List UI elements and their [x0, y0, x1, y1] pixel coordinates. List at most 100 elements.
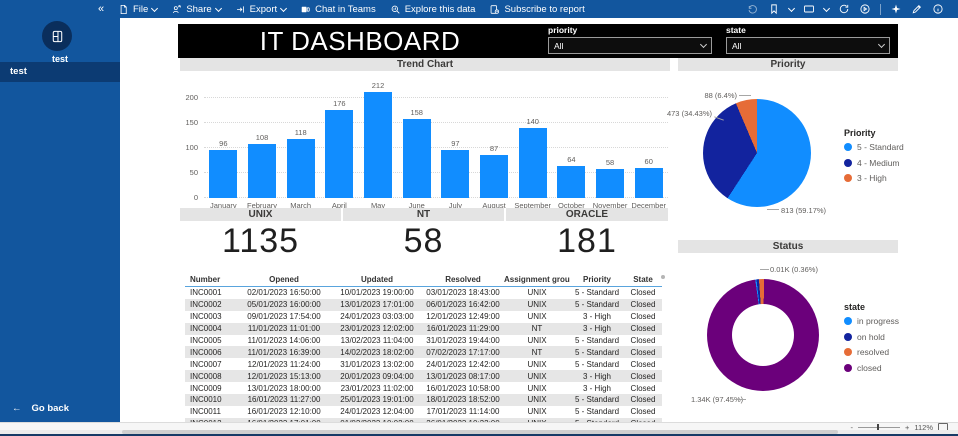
table-cell: 13/01/2023 17:01:00: [340, 300, 414, 310]
table-row[interactable]: INC001216/01/2023 17:01:0001/02/2023 10:…: [185, 417, 662, 422]
table-row[interactable]: INC0006 11/01/2023 16:39:00 14/02/2023 18:…: [185, 346, 662, 359]
x-axis-label: April: [331, 201, 347, 210]
x-axis-label: July: [448, 201, 463, 210]
status-legend: state in progress on hold resolved closed: [844, 302, 954, 378]
column-header[interactable]: Updated: [332, 272, 422, 287]
menu-export[interactable]: Export: [235, 4, 288, 15]
collapse-pane-icon[interactable]: «: [98, 3, 105, 15]
chevron-down-icon: [280, 4, 288, 12]
priority-dropdown-value: All: [554, 40, 564, 51]
chevron-down-icon[interactable]: [787, 4, 796, 12]
legend-dot: [844, 332, 852, 341]
card-value-nt: 58: [403, 222, 444, 260]
table-row[interactable]: INC0003 09/01/2023 17:54:00 24/01/2023 03:…: [185, 311, 662, 323]
table-row[interactable]: INC0009 13/01/2023 18:00:00 23/01/2023 11:…: [185, 382, 662, 394]
sidebar: test test ← Go back: [0, 18, 120, 422]
bar[interactable]: [596, 169, 625, 198]
column-header[interactable]: State: [624, 272, 662, 287]
status-donut-chart[interactable]: [707, 279, 819, 391]
bar[interactable]: [402, 119, 431, 198]
bar-column: 58 November: [591, 70, 630, 210]
edit-icon[interactable]: [911, 3, 923, 15]
menu-file[interactable]: File: [118, 4, 159, 15]
column-header[interactable]: Priority: [570, 272, 624, 287]
bar[interactable]: [441, 149, 470, 198]
chevron-down-icon[interactable]: [822, 4, 831, 12]
copilot-icon[interactable]: [890, 3, 902, 15]
table-row[interactable]: INC0001 02/01/2023 16:50:00 10/01/2023 19:…: [185, 287, 662, 299]
bar[interactable]: [286, 139, 315, 198]
horizontal-scrollbar-thumb[interactable]: [122, 430, 838, 434]
legend-item[interactable]: in progress: [844, 316, 954, 326]
bar-column: 97 July: [436, 70, 475, 210]
column-header[interactable]: Assignment group: [504, 272, 570, 287]
bar-value-label: 108: [255, 133, 269, 142]
report-icon: [52, 30, 62, 42]
table-cell: INC0011: [190, 407, 221, 417]
bar[interactable]: [557, 166, 586, 198]
refresh-icon[interactable]: [838, 3, 850, 15]
bar[interactable]: [480, 154, 509, 198]
dashboard-header: IT DASHBOARD priority All state All: [178, 24, 898, 58]
legend-item[interactable]: on hold: [844, 332, 954, 342]
bar[interactable]: [518, 128, 547, 198]
slideshow-icon[interactable]: [859, 3, 871, 15]
legend-dot: [844, 317, 852, 325]
column-header[interactable]: Resolved: [422, 272, 504, 287]
table-cell: UNIX: [527, 288, 547, 298]
priority-legend: Priority 5 - Standard 4 - Medium 3 - High: [844, 128, 954, 189]
bar[interactable]: [248, 144, 276, 198]
legend-item[interactable]: resolved: [844, 347, 954, 357]
horizontal-scrollbar[interactable]: [0, 430, 958, 434]
table-cell: 25/01/2023 19:01:00: [340, 395, 414, 405]
table-cell: Closed: [630, 324, 656, 334]
bar-column: 60 December: [629, 70, 668, 210]
sidebar-item-test[interactable]: test: [0, 62, 120, 82]
reset-icon[interactable]: [747, 3, 759, 15]
column-header[interactable]: Opened: [236, 272, 332, 287]
bar-value-label: 118: [294, 128, 307, 137]
table-row[interactable]: INC0005 11/01/2023 14:06:00 13/02/2023 11:…: [185, 335, 662, 347]
menu-explore-this-data[interactable]: Explore this data: [390, 4, 475, 15]
view-icon[interactable]: [803, 3, 815, 15]
go-back-button[interactable]: ← Go back: [12, 403, 69, 414]
table-cell: 16/01/2023 12:10:00: [247, 407, 321, 417]
toolbar-divider: [880, 3, 881, 15]
table-cell: UNIX: [527, 407, 547, 417]
zoom-out-button[interactable]: -: [850, 422, 853, 432]
bar[interactable]: [364, 92, 393, 198]
zoom-slider-thumb[interactable]: [876, 423, 879, 431]
zoom-in-button[interactable]: +: [904, 422, 910, 432]
table-cell: 24/01/2023 12:42:00: [426, 359, 500, 369]
table-row[interactable]: INC0011 16/01/2023 12:10:00 24/01/2023 12:…: [185, 406, 662, 418]
legend-dot: [844, 158, 852, 167]
table-cell: 5 - Standard: [574, 395, 620, 405]
bar[interactable]: [325, 110, 354, 198]
legend-item[interactable]: closed: [844, 363, 954, 373]
legend-item[interactable]: 4 - Medium: [844, 158, 954, 168]
chevron-down-icon: [699, 40, 708, 49]
table-scroll-indicator[interactable]: [661, 275, 665, 279]
column-header[interactable]: Number: [185, 272, 236, 287]
state-dropdown[interactable]: All: [726, 37, 890, 54]
bar[interactable]: [634, 168, 663, 198]
table-cell: 16/01/2023 17:01:00: [236, 418, 332, 422]
table-row[interactable]: INC0002 05/01/2023 16:00:00 13/01/2023 17:…: [185, 298, 662, 311]
info-icon[interactable]: [932, 3, 944, 15]
legend-item[interactable]: 5 - Standard: [844, 142, 954, 152]
priority-pie-chart[interactable]: [703, 99, 811, 207]
table-row[interactable]: INC0007 12/01/2023 11:24:00 31/01/2023 13:…: [185, 358, 662, 370]
workspace-avatar[interactable]: [42, 21, 72, 51]
legend-item[interactable]: 3 - High: [844, 173, 954, 183]
zoom-slider[interactable]: [857, 423, 900, 431]
priority-dropdown[interactable]: All: [548, 37, 712, 54]
bookmark-icon[interactable]: [768, 3, 780, 15]
menu-share[interactable]: Share: [171, 4, 222, 15]
table-row[interactable]: INC0008 12/01/2023 15:13:00 20/01/2023 09:…: [185, 370, 662, 383]
table-cell: 5 - Standard: [574, 300, 620, 310]
table-row[interactable]: INC0004 11/01/2023 11:01:00 23/01/2023 12:…: [185, 322, 662, 335]
menu-chat-in-teams[interactable]: Chat in Teams: [300, 4, 376, 15]
bar[interactable]: [209, 150, 238, 198]
menu-subscribe-to-report[interactable]: Subscribe to report: [489, 4, 585, 15]
table-row[interactable]: INC0010 16/01/2023 11:27:00 25/01/2023 19:…: [185, 394, 662, 406]
